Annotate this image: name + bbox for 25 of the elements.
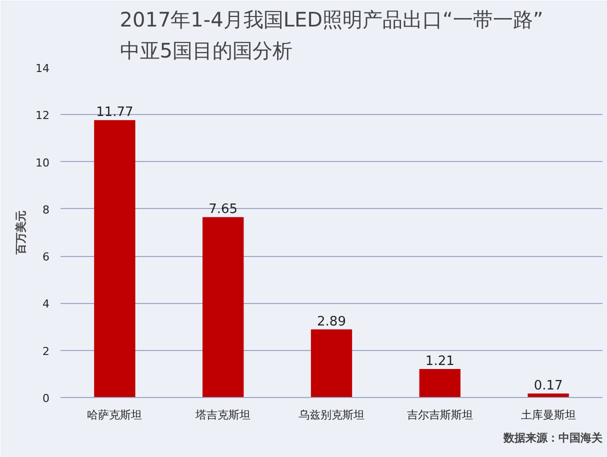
source-note: 数据来源：中国海关 xyxy=(502,432,604,444)
y-axis-title: 百万美元 xyxy=(14,210,28,256)
y-tick-label: 10 xyxy=(36,156,50,170)
x-tick-label: 吉尔吉斯斯坦 xyxy=(406,408,473,422)
y-tick-label: 4 xyxy=(42,298,50,311)
x-tick-label: 哈萨克斯坦 xyxy=(87,408,142,422)
x-tick-label: 土库曼斯坦 xyxy=(520,408,576,422)
x-tick-label: 乌兹别克斯坦 xyxy=(298,408,364,422)
bar xyxy=(419,368,460,398)
bar xyxy=(202,217,244,398)
data-label: 1.21 xyxy=(425,354,454,369)
data-label: 7.65 xyxy=(208,202,238,218)
x-tick-label: 塔吉克斯坦 xyxy=(194,408,251,422)
bar xyxy=(94,120,136,398)
chart-title: 2017年1-4月我国LED照明产品出口“一带一路” 中亚5国目的国分析 xyxy=(120,7,544,62)
data-label: 0.17 xyxy=(534,378,563,394)
y-tick-label: 6 xyxy=(42,250,50,264)
y-tick-label: 0 xyxy=(42,392,50,405)
data-label: 11.77 xyxy=(96,105,134,120)
y-tick-label: 14 xyxy=(36,62,50,75)
data-label: 2.89 xyxy=(317,314,346,330)
bar xyxy=(310,329,352,398)
y-tick-label: 2 xyxy=(42,344,50,358)
y-tick-label: 12 xyxy=(36,109,50,122)
y-tick-label: 8 xyxy=(42,203,50,216)
